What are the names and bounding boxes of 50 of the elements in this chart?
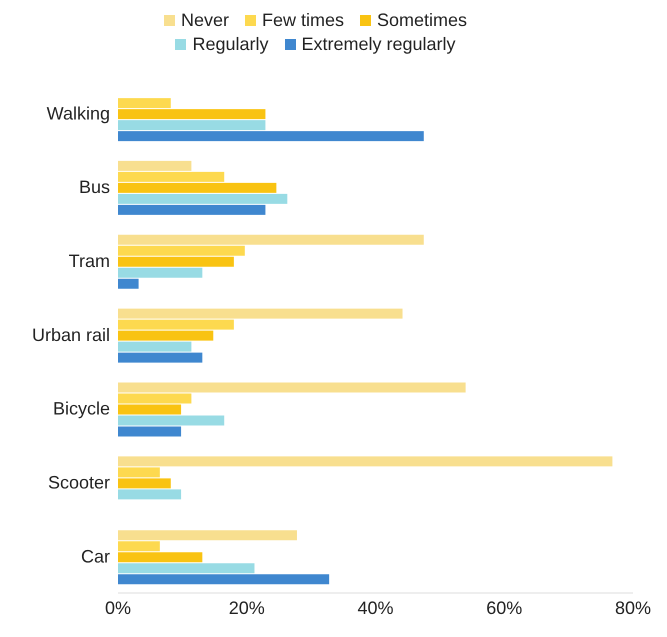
y-tick-label: Car [80, 546, 110, 566]
y-tick-label: Bicycle [52, 398, 110, 419]
bar [118, 563, 254, 574]
bar [118, 278, 139, 289]
bar [118, 478, 171, 488]
bar [118, 194, 288, 204]
legend-label: Never [180, 9, 229, 32]
bar [118, 541, 160, 552]
y-tick-label: Bus [78, 177, 110, 198]
x-tick-label: 60% [486, 598, 522, 618]
bar [118, 131, 424, 142]
bar [118, 426, 182, 437]
bar [118, 574, 330, 584]
bar [118, 98, 171, 108]
bar [118, 109, 266, 120]
bar [118, 382, 466, 393]
bar [118, 342, 192, 352]
legend-label: Sometimes [376, 9, 468, 32]
bar [118, 352, 202, 363]
bar [118, 172, 224, 182]
legend-label: Extremely regularly [300, 33, 456, 56]
bar [118, 404, 182, 415]
bar [118, 330, 214, 341]
bar [118, 308, 403, 319]
y-tick-label: Urban rail [32, 324, 110, 345]
x-tick-label: 80% [614, 598, 652, 618]
bar [118, 394, 192, 404]
legend-label: Regularly [191, 33, 268, 56]
x-tick-label: 40% [357, 598, 394, 618]
y-tick-label: Tram [68, 251, 110, 272]
bar [118, 530, 297, 540]
bar [118, 489, 182, 500]
x-tick-label: 0% [104, 598, 132, 618]
bar [118, 204, 266, 215]
bar [118, 268, 202, 278]
bar [118, 256, 234, 267]
bar [118, 160, 192, 171]
bar [118, 467, 160, 478]
bar [118, 320, 234, 330]
y-tick-label: Walking [46, 103, 110, 124]
bar [118, 246, 245, 256]
bar [118, 456, 612, 466]
bar [118, 552, 202, 562]
x-tick-label: 20% [228, 598, 265, 618]
y-tick-label: Scooter [48, 472, 110, 493]
bar [118, 182, 276, 193]
bar [118, 120, 266, 130]
bar [118, 416, 224, 426]
legend-label: Few times [260, 9, 344, 32]
bar [118, 234, 424, 245]
